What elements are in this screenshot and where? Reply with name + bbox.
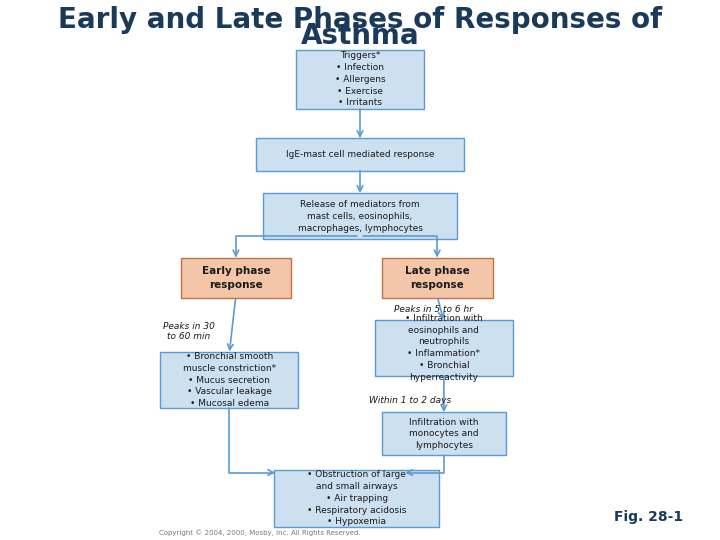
- Text: IgE-mast cell mediated response: IgE-mast cell mediated response: [286, 150, 434, 159]
- FancyBboxPatch shape: [161, 352, 298, 408]
- FancyBboxPatch shape: [375, 320, 513, 376]
- FancyBboxPatch shape: [296, 50, 424, 109]
- Text: Late phase
response: Late phase response: [405, 266, 469, 289]
- Text: • Bronchial smooth
muscle constriction*
• Mucus secretion
• Vascular leakage
• M: • Bronchial smooth muscle constriction* …: [183, 352, 276, 408]
- FancyBboxPatch shape: [274, 470, 438, 526]
- Text: Release of mediators from
mast cells, eosinophils,
macrophages, lymphocytes: Release of mediators from mast cells, eo…: [297, 200, 423, 233]
- Text: Peaks in 30
to 60 min: Peaks in 30 to 60 min: [163, 322, 215, 341]
- Text: Asthma: Asthma: [301, 22, 419, 50]
- FancyBboxPatch shape: [256, 138, 464, 171]
- Text: Peaks in 5 to 6 hr: Peaks in 5 to 6 hr: [395, 305, 473, 314]
- Text: Fig. 28-1: Fig. 28-1: [614, 510, 683, 524]
- FancyBboxPatch shape: [263, 193, 457, 239]
- Text: Copyright © 2004, 2000, Mosby, Inc. All Rights Reserved.: Copyright © 2004, 2000, Mosby, Inc. All …: [158, 529, 360, 536]
- Text: • Infiltration with
eosinophils and
neutrophils
• Inflammation*
• Bronchial
hype: • Infiltration with eosinophils and neut…: [405, 314, 482, 382]
- FancyBboxPatch shape: [382, 258, 492, 298]
- Text: Within 1 to 2 days: Within 1 to 2 days: [369, 395, 451, 404]
- FancyBboxPatch shape: [181, 258, 291, 298]
- Text: Early and Late Phases of Responses of: Early and Late Phases of Responses of: [58, 6, 662, 34]
- FancyBboxPatch shape: [382, 413, 506, 455]
- Text: • Obstruction of large
and small airways
• Air trapping
• Respiratory acidosis
•: • Obstruction of large and small airways…: [307, 470, 406, 526]
- Text: Early phase
response: Early phase response: [202, 266, 270, 289]
- Text: Infiltration with
monocytes and
lymphocytes: Infiltration with monocytes and lymphocy…: [409, 417, 479, 450]
- Text: Triggers*
• Infection
• Allergens
• Exercise
• Irritants: Triggers* • Infection • Allergens • Exer…: [335, 51, 385, 107]
